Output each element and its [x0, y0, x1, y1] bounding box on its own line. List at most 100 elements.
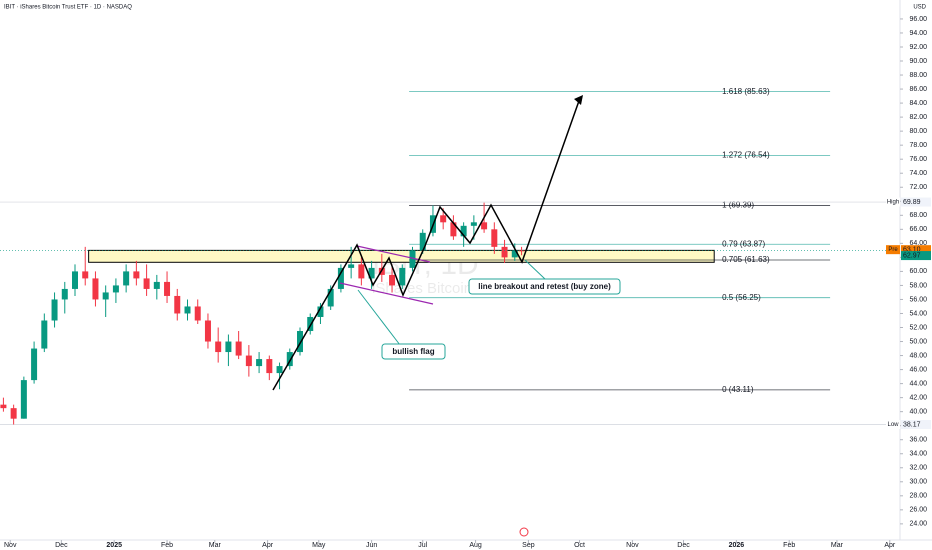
x-tick-label: Apr [884, 542, 896, 549]
candle-body [10, 408, 17, 419]
candle-body [470, 222, 477, 226]
x-tick-label: Dec [55, 542, 68, 549]
x-tick-label: Mar [209, 542, 222, 549]
price-badge-text: 63.10 [903, 247, 921, 254]
candle-body [20, 380, 27, 419]
y-tick-label: 64.00 [909, 240, 927, 247]
candle-body [235, 341, 242, 356]
candle-body [0, 404, 7, 409]
candle-body [194, 306, 201, 321]
candle-body [215, 341, 222, 353]
y-tick-label: 34.00 [909, 451, 927, 458]
fib-label: 0 (43.11) [722, 385, 754, 394]
drawings: bullish flag line breakout and retest (b… [272, 95, 621, 537]
candle-body [481, 222, 488, 230]
y-tick-label: 72.00 [909, 184, 927, 191]
candle-body [399, 267, 406, 286]
badge-label: Pre [888, 247, 898, 253]
y-tick-label: 32.00 [909, 465, 927, 472]
candle-body [317, 306, 324, 317]
y-tick-label: 84.00 [909, 100, 927, 107]
candle-body [307, 316, 314, 332]
candle-body [337, 267, 344, 289]
candle-body [460, 225, 467, 237]
axes: 24.0026.0028.0030.0032.0034.0036.0038.00… [4, 16, 931, 549]
candle-body [41, 320, 48, 349]
y-tick-label: 42.00 [909, 394, 927, 401]
flag-line [339, 282, 434, 305]
candle-body [245, 355, 252, 367]
price-badge-text: 69.89 [903, 199, 921, 206]
fib-label: 1.272 (76.54) [722, 151, 770, 160]
candle-body [450, 222, 457, 237]
y-tick-label: 88.00 [909, 72, 927, 79]
y-tick-label: 50.00 [909, 338, 927, 345]
y-tick-label: 56.00 [909, 296, 927, 303]
callout-box [468, 278, 621, 295]
x-tick-label: Oct [574, 542, 585, 549]
y-tick-label: 86.00 [909, 86, 927, 93]
y-tick-label: 24.00 [909, 521, 927, 528]
fib-label: 0.705 (61.63) [722, 255, 770, 264]
candle-body [112, 285, 119, 293]
candle-body [61, 288, 68, 300]
candle-body [133, 271, 140, 279]
candle-body [266, 359, 273, 374]
fib-label: 0.79 (63.87) [722, 239, 765, 248]
x-tick-label: Mar [831, 542, 844, 549]
y-tick-label: 40.00 [909, 409, 927, 416]
candle-body [225, 341, 232, 353]
x-tick-label: May [312, 542, 326, 549]
y-tick-label: 94.00 [909, 30, 927, 37]
price-axis [900, 0, 932, 550]
x-tick-label: Aug [469, 542, 482, 549]
candle-body [92, 278, 99, 300]
candle-body [491, 229, 498, 247]
arrow-head [574, 95, 583, 105]
candle-body [174, 295, 181, 314]
candle-body [143, 278, 150, 289]
candle-body [358, 264, 365, 279]
x-tick-label: Jul [418, 542, 427, 549]
y-tick-label: 82.00 [909, 114, 927, 121]
y-tick-label: 66.00 [909, 226, 927, 233]
y-tick-label: 46.00 [909, 366, 927, 373]
badge-label-bg [886, 245, 900, 255]
x-tick-label: Feb [161, 542, 173, 549]
candle-body [276, 366, 283, 374]
y-tick-label: 76.00 [909, 156, 927, 163]
candle-body [389, 274, 396, 286]
candle-body [368, 267, 375, 279]
x-tick-label: 2025 [106, 542, 122, 549]
flag-line [356, 245, 431, 263]
price-badge [901, 251, 931, 261]
y-tick-label: 30.00 [909, 479, 927, 486]
x-tick-label: Dec [677, 542, 690, 549]
y-tick-label: 48.00 [909, 352, 927, 359]
candle-body [31, 348, 38, 381]
x-tick-label: Sep [522, 542, 535, 549]
y-tick-label: 54.00 [909, 310, 927, 317]
candle-body [72, 271, 78, 289]
y-tick-label: 52.00 [909, 324, 927, 331]
candle-body [518, 250, 525, 252]
annotation: line breakout and retest (buy zone) [478, 282, 611, 291]
y-tick-label: 26.00 [909, 507, 927, 514]
candle-body [184, 306, 191, 314]
y-tick-label: 58.00 [909, 282, 927, 289]
candle-body [164, 281, 171, 296]
candle-body [256, 359, 263, 367]
x-tick-label: Feb [783, 542, 795, 549]
chart-title: IBIT · iShares Bitcoin Trust ETF · 1D · … [4, 5, 132, 11]
badge-label: High [887, 200, 899, 206]
y-tick-label: 68.00 [909, 212, 927, 219]
candle-body [297, 331, 303, 353]
candle-body [153, 281, 160, 289]
fib-label: 1.618 (85.63) [722, 87, 770, 96]
candle-body [123, 271, 130, 286]
price-badge [901, 245, 931, 255]
fib-label: 0.5 (56.25) [722, 293, 761, 302]
candle-body [419, 232, 426, 251]
x-tick-label: Nov [626, 542, 639, 549]
y-tick-label: 96.00 [909, 16, 927, 23]
